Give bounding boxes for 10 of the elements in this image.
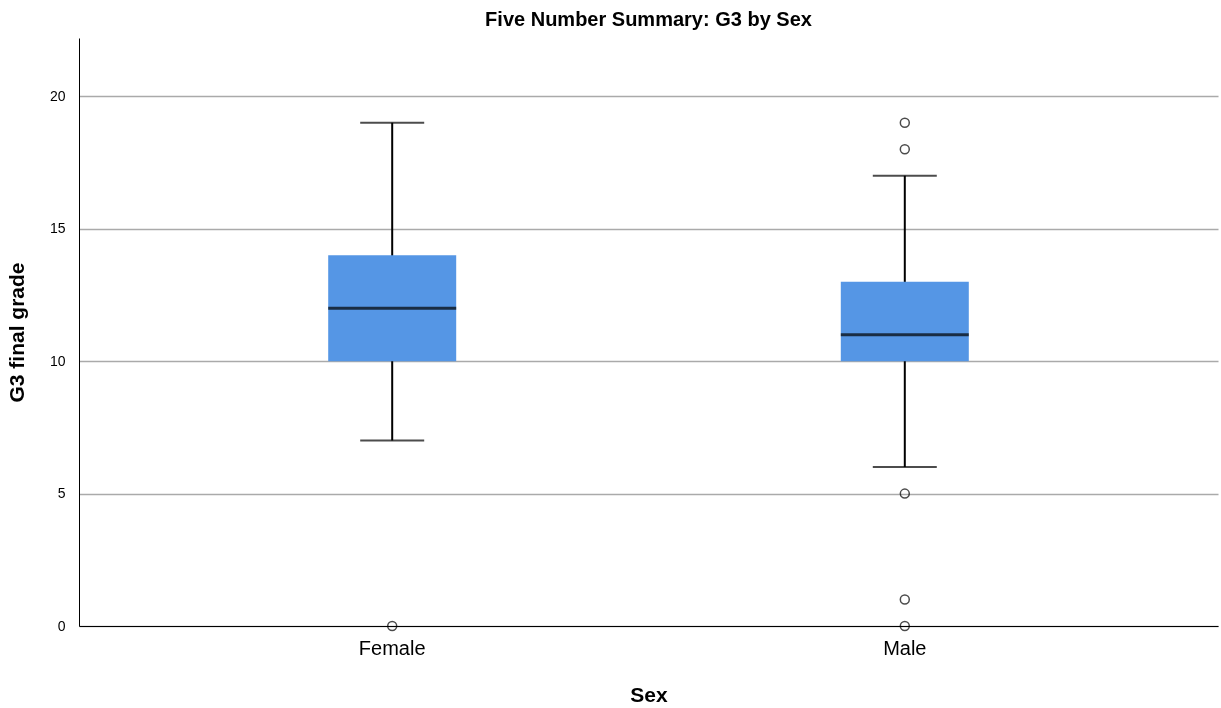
- x-tick-label: Female: [358, 636, 426, 659]
- y-tick-label: 5: [57, 485, 66, 502]
- x-axis-title: Sex: [630, 682, 668, 706]
- y-tick-label: 20: [49, 87, 66, 104]
- y-tick-label: 15: [49, 220, 66, 237]
- chart-title: Five Number Summary: G3 by Sex: [485, 8, 812, 30]
- y-tick-label: 10: [49, 352, 66, 369]
- y-axis-title: G3 final grade: [4, 262, 28, 403]
- x-tick-label: Male: [883, 636, 927, 659]
- y-tick-label: 0: [57, 617, 66, 634]
